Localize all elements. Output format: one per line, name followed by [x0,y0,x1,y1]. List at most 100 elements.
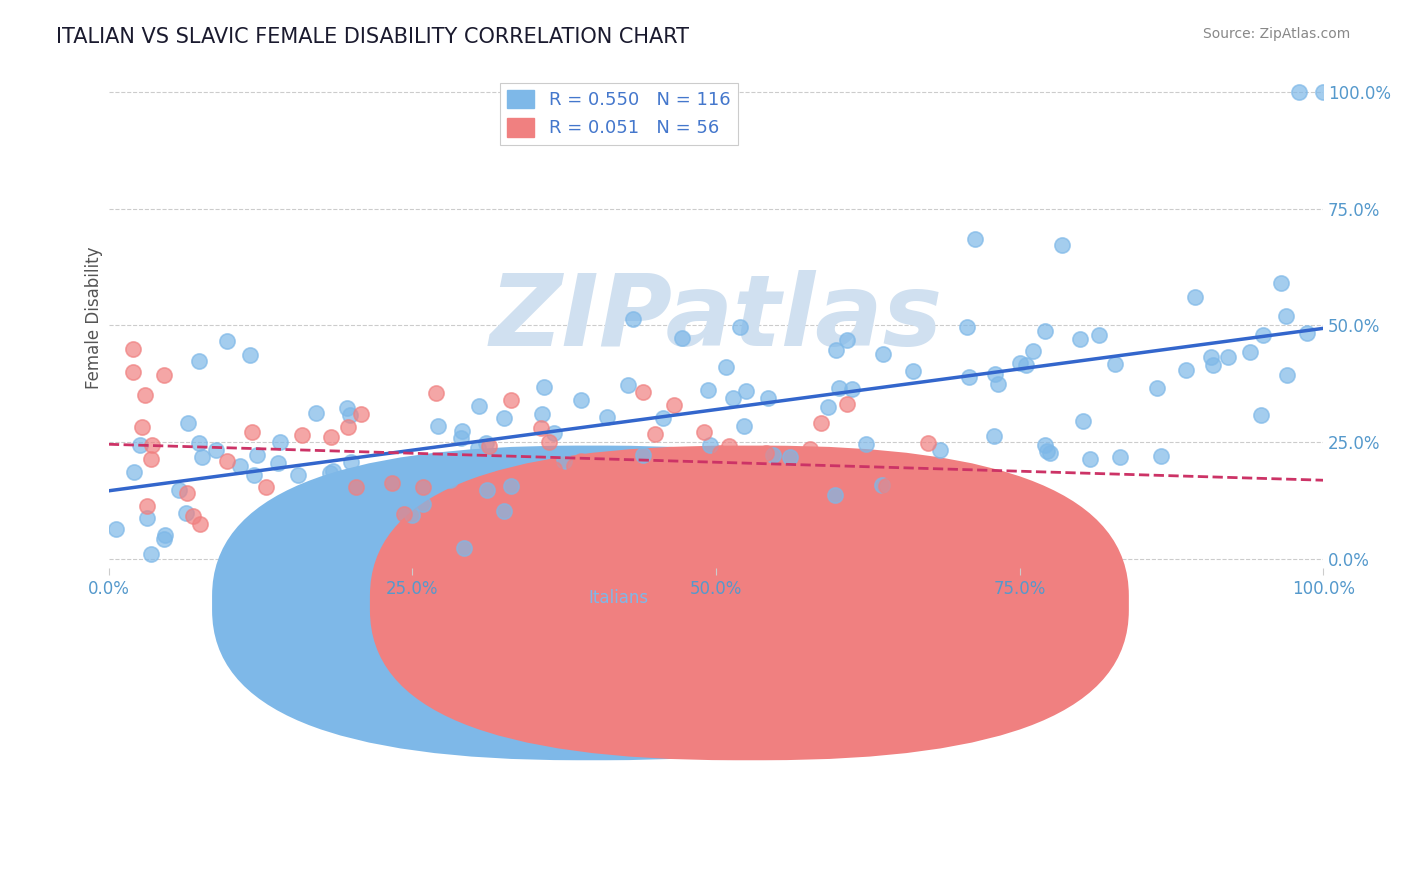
Italians [177,416,200,430]
FancyBboxPatch shape [370,446,1129,760]
Slavs [336,420,359,434]
Italians [439,473,461,487]
Italians [984,367,1007,381]
Slavs [917,436,939,450]
Slavs [425,386,447,401]
Italians [375,491,398,505]
Slavs [501,393,523,408]
Slavs [254,480,277,494]
Slavs [176,486,198,500]
Italians [174,506,197,520]
Italians [427,419,450,434]
Italians [983,428,1005,442]
Italians [963,232,986,246]
Italians [617,377,640,392]
Italians [246,448,269,462]
Italians [1039,446,1062,460]
Italians [956,320,979,334]
Slavs [693,425,716,439]
Slavs [654,454,676,468]
Italians [1288,85,1310,99]
Italians [855,437,877,451]
Italians [475,435,498,450]
Slavs [631,385,654,400]
Text: Source: ZipAtlas.com: Source: ZipAtlas.com [1202,27,1350,41]
Italians [1199,350,1222,364]
Italians [835,333,858,347]
Slavs [605,452,627,467]
Italians [321,491,343,505]
Italians [187,435,209,450]
Italians [492,503,515,517]
Slavs [122,365,145,379]
Italians [1270,277,1292,291]
Italians [1069,332,1091,346]
Italians [451,424,474,438]
Italians [169,483,191,497]
Italians [1104,357,1126,371]
Italians [217,334,239,348]
Italians [1202,358,1225,372]
Slavs [188,517,211,532]
Slavs [319,430,342,444]
Slavs [530,421,553,435]
Italians [1296,326,1319,340]
Italians [191,450,214,464]
Slavs [350,407,373,421]
Slavs [718,439,741,453]
Italians [553,453,575,467]
Italians [467,441,489,455]
Italians [340,455,363,469]
Slavs [291,428,314,442]
Slavs [662,398,685,412]
Italians [136,511,159,525]
Italians [287,489,309,503]
Italians [824,343,846,358]
Slavs [240,425,263,440]
Italians [294,513,316,527]
Italians [733,419,755,434]
Slavs [538,434,561,449]
Italians [401,508,423,523]
Italians [287,467,309,482]
Slavs [564,513,586,527]
Slavs [344,480,367,494]
Slavs [139,452,162,467]
Italians [621,311,644,326]
Italians [596,410,619,425]
Italians [1146,381,1168,395]
Slavs [381,475,404,490]
Italians [1275,309,1298,323]
Italians [1218,350,1240,364]
Italians [453,541,475,555]
Italians [903,364,925,378]
Italians [492,410,515,425]
Italians [699,438,721,452]
Italians [723,391,745,405]
Italians [322,464,344,478]
Italians [730,320,752,334]
Italians [697,383,720,397]
Italians [1175,363,1198,377]
Italians [450,431,472,445]
Italians [499,479,522,493]
Text: ITALIAN VS SLAVIC FEMALE DISABILITY CORRELATION CHART: ITALIAN VS SLAVIC FEMALE DISABILITY CORR… [56,27,689,46]
Slavs [810,416,832,430]
Slavs [122,342,145,356]
Italians [1253,327,1275,342]
Italians [543,426,565,441]
Italians [1250,408,1272,422]
Y-axis label: Female Disability: Female Disability [86,247,103,390]
Italians [1033,437,1056,451]
Italians [104,522,127,536]
Slavs [543,462,565,476]
Slavs [478,439,501,453]
Slavs [789,470,811,484]
Italians [1080,451,1102,466]
Italians [870,478,893,492]
Slavs [779,489,801,503]
Slavs [855,460,877,475]
Italians [188,354,211,368]
Italians [477,483,499,497]
Italians [716,360,738,375]
